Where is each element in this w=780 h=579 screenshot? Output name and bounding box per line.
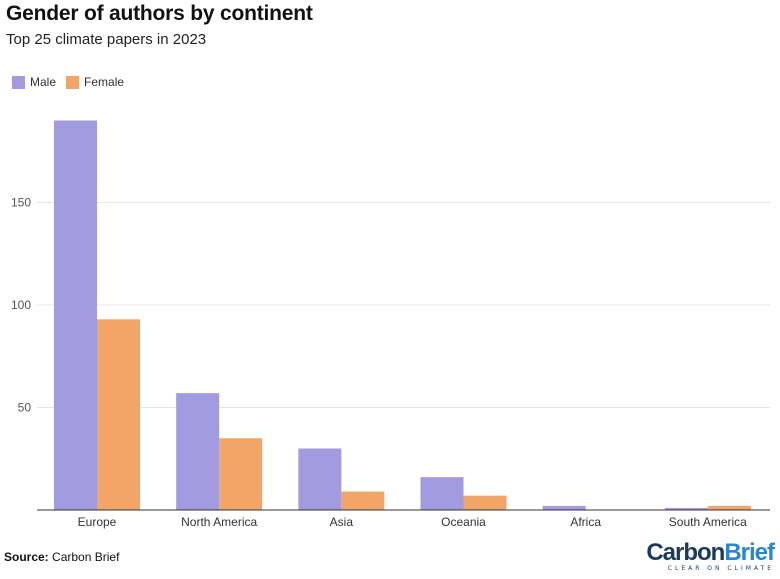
x-tick-label-oceania: Oceania: [441, 515, 486, 529]
bar-male-oceania: [420, 477, 464, 510]
bar-male-south-america: [664, 507, 708, 510]
x-tick-label-europe: Europe: [78, 515, 117, 529]
logo-word-brief: Brief: [724, 539, 775, 566]
logo-word-carbon: Carbon: [646, 539, 725, 566]
y-tick-label-50: 50: [18, 401, 32, 415]
legend-item-female: Female: [66, 75, 124, 89]
carbon-brief-logo: CarbonBrief CLEAR ON CLIMATE: [646, 539, 775, 573]
legend-swatch-female: [66, 75, 80, 89]
chart-title: Gender of authors by continent: [6, 2, 313, 25]
legend-item-male: Male: [12, 75, 56, 89]
y-tick-label-150: 150: [11, 196, 31, 210]
bar-female-asia: [341, 491, 385, 510]
legend: Male Female: [12, 75, 134, 89]
bar-female-europe: [97, 319, 140, 510]
bar-male-north-america: [176, 393, 220, 510]
source-value: Carbon Brief: [52, 550, 120, 564]
bar-female-oceania: [463, 495, 507, 510]
legend-swatch-male: [12, 75, 25, 89]
x-tick-label-north-america: North America: [181, 515, 257, 529]
source-note: Source: Carbon Brief: [4, 550, 119, 564]
logo-tagline: CLEAR ON CLIMATE: [667, 565, 774, 572]
bar-male-africa: [542, 505, 586, 510]
y-tick-label-100: 100: [11, 298, 31, 312]
bar-female-north-america: [219, 438, 263, 510]
legend-label-female: Female: [84, 75, 125, 89]
x-tick-label-asia: Asia: [330, 515, 354, 529]
chart-subtitle: Top 25 climate papers in 2023: [6, 31, 207, 48]
source-label: Source:: [4, 550, 49, 564]
legend-label-male: Male: [30, 75, 57, 89]
bar-female-south-america: [707, 505, 751, 510]
x-tick-label-africa: Africa: [570, 515, 601, 529]
x-tick-label-south-america: South America: [669, 515, 747, 529]
bar-male-europe: [54, 120, 97, 510]
bar-male-asia: [298, 448, 342, 510]
